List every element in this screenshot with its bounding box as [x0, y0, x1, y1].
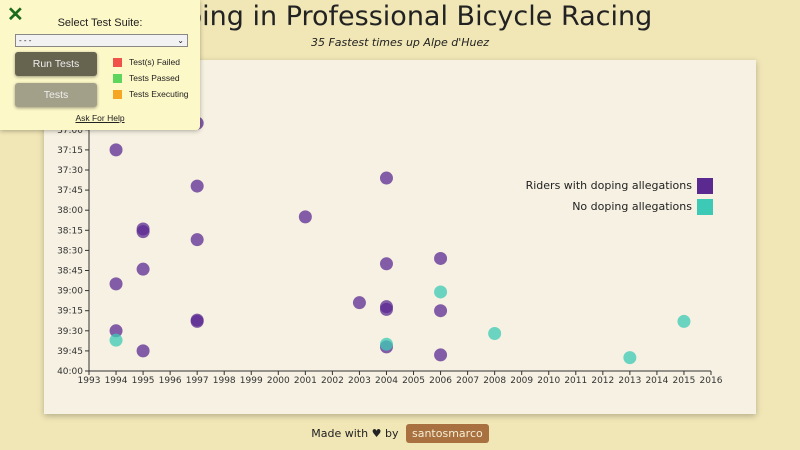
x-tick-label: 2005: [402, 376, 425, 386]
x-tick-label: 2008: [483, 376, 506, 386]
legend-label: No doping allegations: [572, 200, 692, 213]
select-test-suite-label: Select Test Suite:: [57, 17, 143, 29]
x-tick-label: 2009: [510, 376, 533, 386]
x-tick-label: 1999: [240, 376, 263, 386]
x-tick-label: 2001: [294, 376, 317, 386]
y-tick-label: 40:00: [57, 367, 83, 377]
x-tick-label: 2015: [673, 376, 696, 386]
ask-for-help-link[interactable]: Ask For Help: [75, 113, 125, 123]
x-tick-label: 2002: [321, 376, 344, 386]
data-point: [190, 233, 204, 247]
y-tick-label: 37:15: [57, 146, 83, 156]
x-tick-label: 2010: [537, 376, 560, 386]
y-tick-label: 39:45: [57, 347, 83, 357]
x-tick-label: 2012: [591, 376, 614, 386]
data-point: [109, 277, 123, 291]
data-point: [298, 210, 312, 224]
close-x-icon[interactable]: ✕: [7, 4, 24, 26]
data-point: [623, 351, 637, 365]
data-point: [136, 262, 150, 276]
y-tick-label: 39:15: [57, 307, 83, 317]
y-tick-label: 37:30: [57, 166, 83, 176]
data-point: [136, 225, 150, 239]
chevron-down-icon: ⌄: [177, 36, 184, 45]
test-suite-select[interactable]: - - - ⌄: [15, 34, 188, 47]
legend-label: Tests Executing: [129, 89, 189, 99]
x-tick-label: 1994: [105, 376, 128, 386]
made-with-text: Made with: [311, 427, 369, 440]
data-point: [109, 333, 123, 347]
data-point: [434, 251, 448, 265]
x-tick-label: 1995: [132, 376, 155, 386]
x-tick-label: 2014: [645, 376, 668, 386]
legend-swatch: [697, 178, 713, 194]
author-link[interactable]: santosmarco: [405, 424, 489, 443]
run-tests-button[interactable]: Run Tests: [15, 52, 97, 76]
data-point: [379, 257, 393, 271]
data-point: [488, 326, 502, 340]
x-tick-label: 2000: [267, 376, 290, 386]
failed-swatch: [113, 57, 122, 67]
data-point: [379, 302, 393, 316]
x-tick-label: 2004: [375, 376, 398, 386]
x-tick-label: 1993: [78, 376, 101, 386]
data-point: [434, 348, 448, 362]
data-point: [109, 324, 123, 338]
tests-button[interactable]: Tests: [15, 83, 97, 107]
executing-swatch: [113, 89, 122, 99]
heart-icon: ♥: [371, 427, 382, 440]
data-point: [434, 285, 448, 299]
x-tick-label: 1998: [213, 376, 236, 386]
x-tick-label: 2013: [618, 376, 641, 386]
y-tick-label: 37:45: [57, 186, 83, 196]
y-tick-label: 38:30: [57, 246, 83, 256]
data-point: [190, 314, 204, 328]
x-tick-label: 2006: [429, 376, 452, 386]
footer: Made with ♥ by santosmarco: [0, 424, 800, 443]
y-tick-label: 38:45: [57, 267, 83, 277]
select-value: - - -: [19, 36, 32, 45]
legend-swatch: [697, 199, 713, 215]
y-tick-label: 39:30: [57, 327, 83, 337]
by-text: by: [384, 427, 399, 440]
y-tick-label: 38:15: [57, 226, 83, 236]
x-tick-label: 2003: [348, 376, 371, 386]
data-point: [677, 314, 691, 328]
legend-label: Riders with doping allegations: [526, 179, 693, 192]
legend-label: Tests Passed: [129, 73, 180, 83]
legend-label: Test(s) Failed: [129, 57, 181, 67]
passed-swatch: [113, 73, 122, 83]
data-point: [136, 344, 150, 358]
y-tick-label: 39:00: [57, 287, 83, 297]
x-tick-label: 2016: [700, 376, 723, 386]
legend-executing: Tests Executing: [113, 89, 189, 99]
data-point: [190, 179, 204, 193]
y-tick-label: 38:00: [57, 206, 83, 216]
x-tick-label: 1997: [186, 376, 209, 386]
x-tick-label: 2007: [456, 376, 479, 386]
page-subtitle: 35 Fastest times up Alpe d'Huez: [310, 36, 490, 49]
data-point: [434, 304, 448, 318]
data-point: [352, 296, 366, 310]
legend-passed: Tests Passed: [113, 73, 180, 83]
page-title: Doping in Professional Bicycle Racing: [147, 1, 653, 32]
y-tick-label: 37:00: [57, 126, 83, 136]
test-suite-panel: ✕ Select Test Suite: - - - ⌄ Run Tests Te…: [0, 0, 200, 130]
data-point: [379, 337, 393, 351]
data-point: [109, 143, 123, 157]
x-tick-label: 1996: [159, 376, 182, 386]
legend-failed: Test(s) Failed: [113, 57, 180, 67]
data-point: [379, 171, 393, 185]
x-tick-label: 2011: [564, 376, 587, 386]
